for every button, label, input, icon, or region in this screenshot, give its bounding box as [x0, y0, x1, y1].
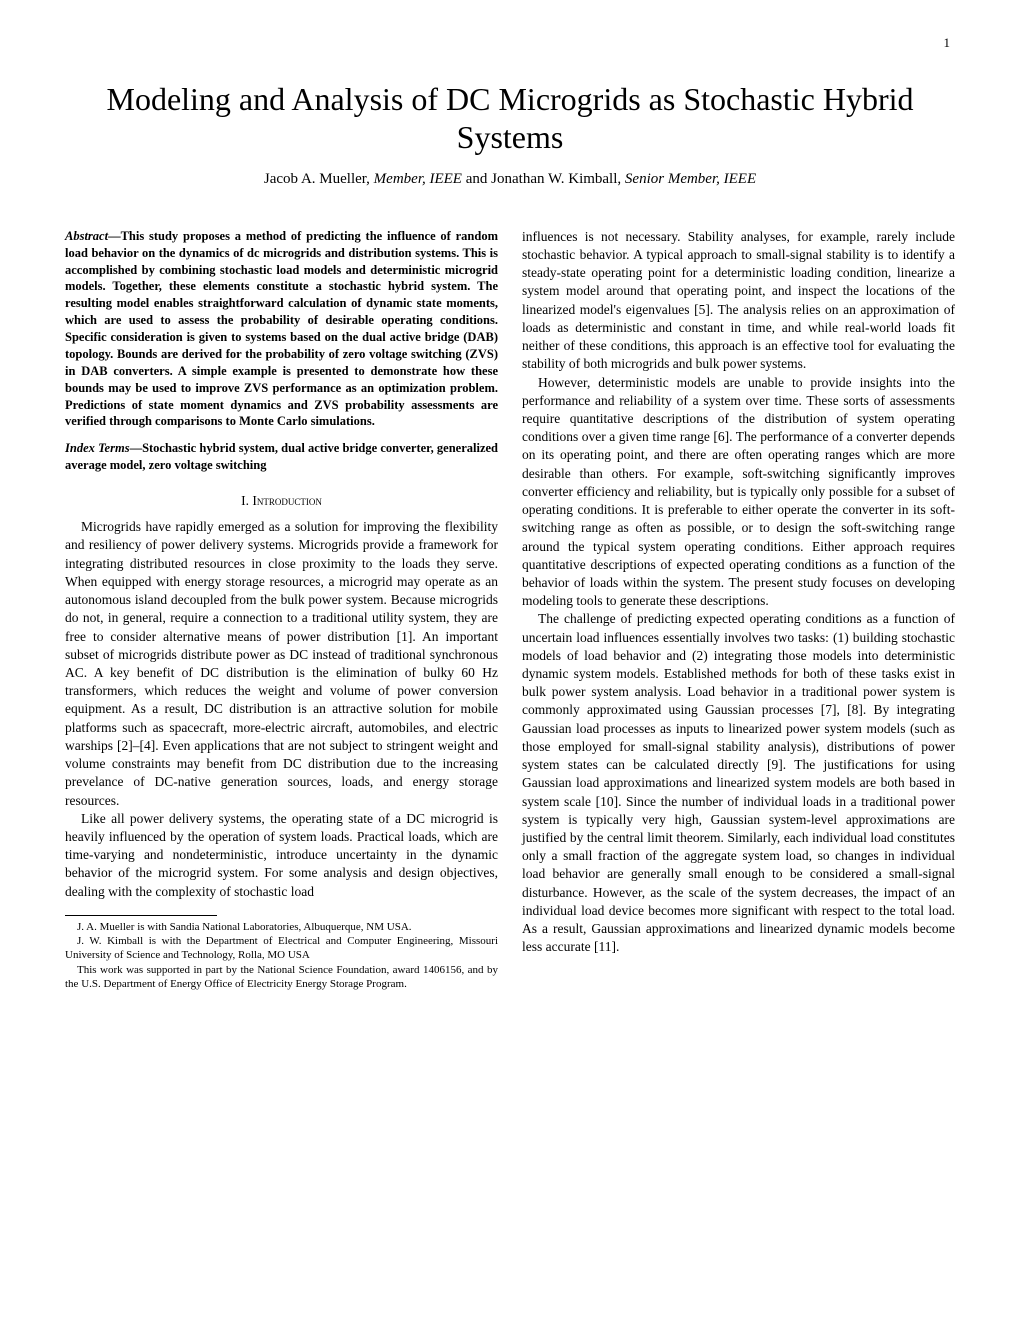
abstract-label: Abstract: [65, 229, 108, 243]
footnote-2: J. W. Kimball is with the Department of …: [65, 934, 498, 963]
author-2-role: Senior Member, IEEE: [621, 171, 756, 187]
col2-paragraph-3: The challenge of predicting expected ope…: [522, 610, 955, 956]
author-1-name: Jacob A. Mueller,: [264, 171, 370, 187]
col2-paragraph-2: However, deterministic models are unable…: [522, 374, 955, 611]
two-column-layout: Abstract—This study proposes a method of…: [65, 228, 955, 992]
authors-and: and: [466, 171, 491, 187]
footnote-1: J. A. Mueller is with Sandia National La…: [65, 920, 498, 934]
index-terms-block: Index Terms—Stochastic hybrid system, du…: [65, 440, 498, 474]
author-1-role: Member, IEEE: [370, 171, 466, 187]
index-terms-label: Index Terms: [65, 441, 130, 455]
abstract-block: Abstract—This study proposes a method of…: [65, 228, 498, 431]
footnote-separator: [65, 915, 217, 916]
intro-paragraph-2: Like all power delivery systems, the ope…: [65, 810, 498, 901]
left-column: Abstract—This study proposes a method of…: [65, 228, 498, 992]
col2-paragraph-1: influences is not necessary. Stability a…: [522, 228, 955, 374]
right-column: influences is not necessary. Stability a…: [522, 228, 955, 992]
paper-title: Modeling and Analysis of DC Microgrids a…: [65, 80, 955, 157]
footnote-3: This work was supported in part by the N…: [65, 963, 498, 992]
author-2-name: Jonathan W. Kimball,: [491, 171, 621, 187]
authors-line: Jacob A. Mueller, Member, IEEE and Jonat…: [65, 171, 955, 188]
section-1-header: I. Introduction: [65, 492, 498, 510]
intro-paragraph-1: Microgrids have rapidly emerged as a sol…: [65, 518, 498, 810]
page-number: 1: [944, 35, 951, 51]
index-terms-text: —Stochastic hybrid system, dual active b…: [65, 441, 498, 472]
abstract-text: —This study proposes a method of predict…: [65, 229, 498, 429]
